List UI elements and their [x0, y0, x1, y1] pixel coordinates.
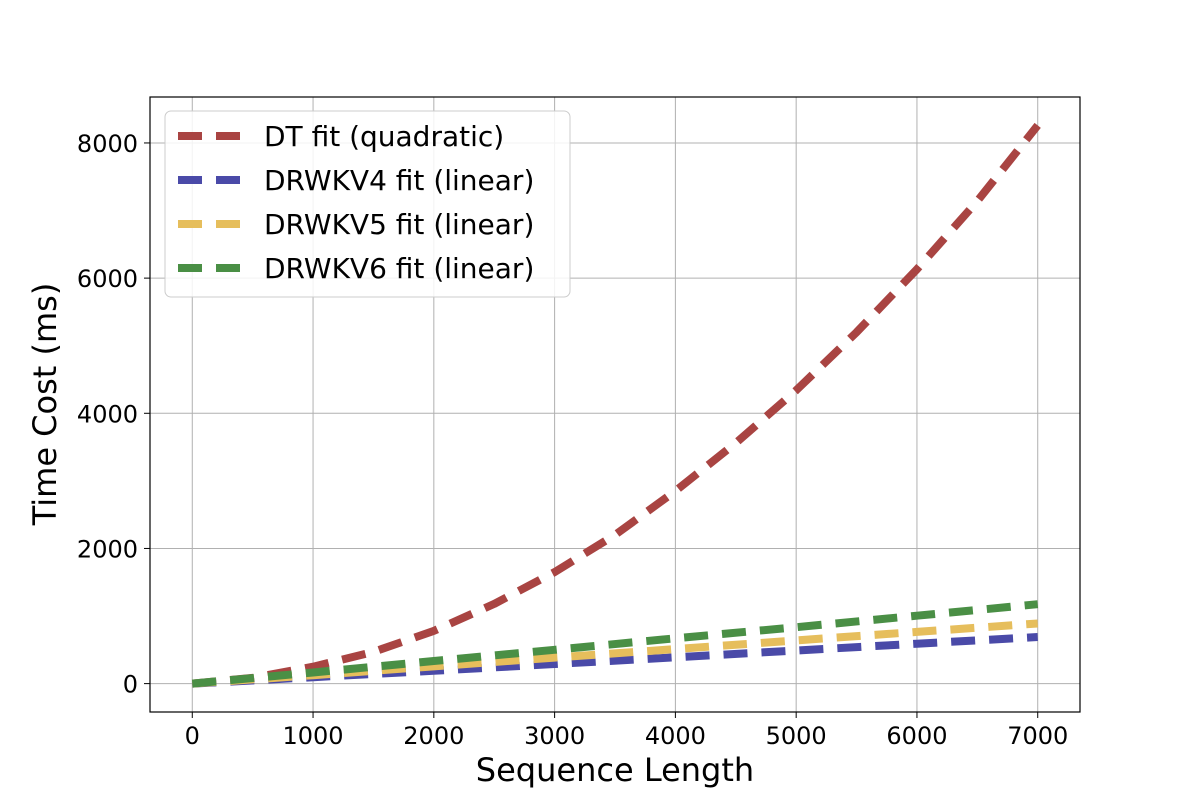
legend: DT fit (quadratic) DRWKV4 fit (linear) DRW… [164, 110, 571, 298]
x-tick-label: 1000 [283, 722, 344, 750]
x-tick-label: 5000 [766, 722, 827, 750]
x-tick-label: 6000 [886, 722, 947, 750]
y-tick-label: 4000 [77, 400, 138, 428]
y-tick-label: 0 [123, 671, 138, 699]
legend-label: DT fit (quadratic) [264, 120, 504, 153]
x-axis-ticks: 0 1000 2000 3000 4000 5000 6000 7000 [185, 712, 1068, 750]
y-tick-label: 6000 [77, 265, 138, 293]
y-axis-label: Time Cost (ms) [26, 283, 64, 527]
x-tick-label: 0 [185, 722, 200, 750]
series-layer [191, 122, 1041, 688]
x-axis-label: Sequence Length [476, 751, 754, 789]
legend-label: DRWKV5 fit (linear) [264, 208, 534, 241]
legend-label: DRWKV4 fit (linear) [264, 164, 534, 197]
y-tick-label: 2000 [77, 535, 138, 563]
y-axis-ticks: 0 2000 4000 6000 8000 [77, 130, 150, 699]
series-line [192, 633, 1038, 688]
x-tick-label: 4000 [645, 722, 706, 750]
x-tick-label: 7000 [1007, 722, 1068, 750]
legend-box [164, 110, 571, 298]
plot-frame [149, 96, 1081, 713]
series-line [191, 600, 1039, 688]
y-tick-label: 8000 [77, 130, 138, 158]
x-tick-label: 3000 [524, 722, 585, 750]
series-line [192, 619, 1038, 688]
legend-label: DRWKV6 fit (linear) [264, 252, 534, 285]
x-tick-label: 2000 [403, 722, 464, 750]
